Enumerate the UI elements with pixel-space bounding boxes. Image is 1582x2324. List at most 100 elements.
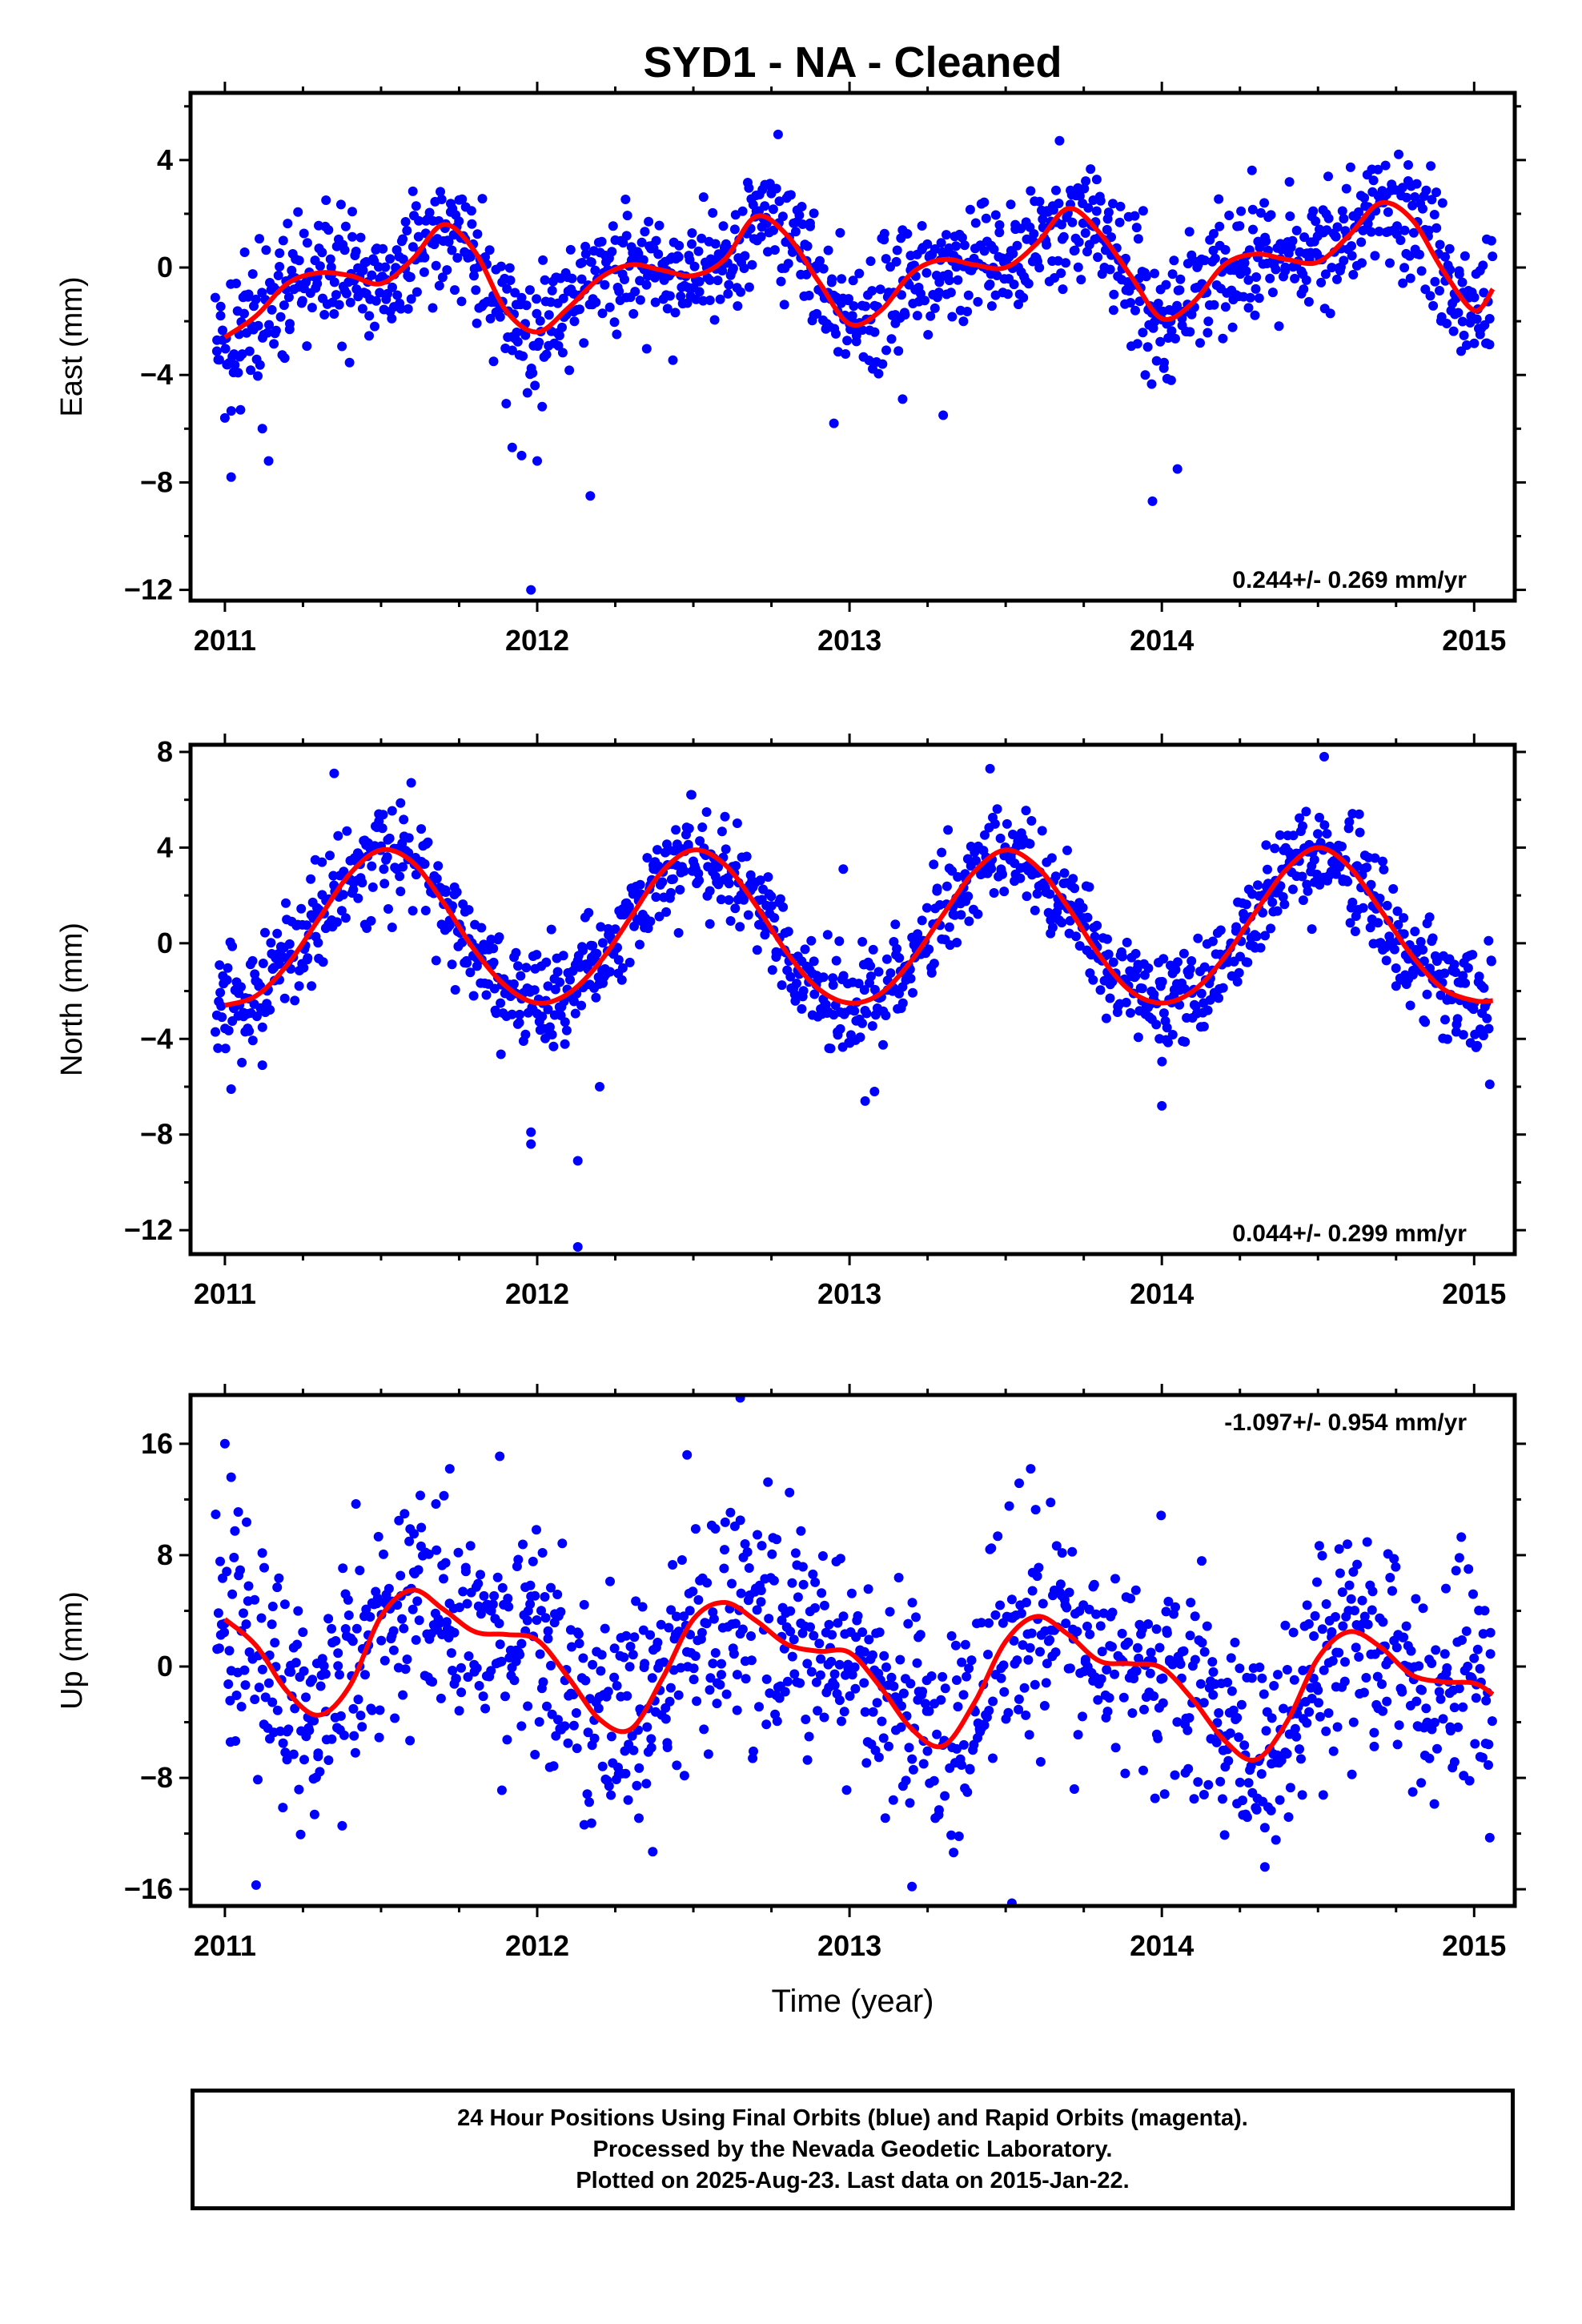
data-point xyxy=(1170,964,1181,975)
data-point xyxy=(984,1618,994,1628)
y-tick-label: −12 xyxy=(124,573,173,606)
data-point xyxy=(1030,1505,1041,1515)
data-point xyxy=(488,1599,498,1610)
data-point xyxy=(569,316,580,327)
data-point xyxy=(1084,1604,1094,1614)
data-point xyxy=(1437,198,1447,208)
data-point xyxy=(810,1577,821,1587)
data-point xyxy=(1296,1754,1306,1764)
data-point xyxy=(1086,950,1097,960)
data-point xyxy=(1224,211,1235,220)
data-point xyxy=(661,907,672,917)
data-point xyxy=(656,1619,666,1630)
data-point xyxy=(622,211,632,221)
data-point xyxy=(1122,937,1132,947)
data-point xyxy=(797,202,807,211)
data-point xyxy=(1359,1687,1369,1698)
data-point xyxy=(1399,225,1410,235)
y-tick-label: 4 xyxy=(157,143,173,176)
data-point xyxy=(1182,1725,1193,1735)
data-point xyxy=(538,1677,548,1687)
data-point xyxy=(272,1582,283,1593)
data-point xyxy=(1459,330,1469,340)
data-point xyxy=(736,287,746,297)
data-point xyxy=(579,338,589,348)
data-point xyxy=(423,837,433,847)
data-point xyxy=(1057,1548,1067,1558)
data-point xyxy=(327,1623,337,1634)
data-point xyxy=(990,290,1001,300)
data-point xyxy=(1317,1624,1327,1634)
data-point xyxy=(279,1599,290,1610)
rate-label: -1.097+/- 0.954 mm/yr xyxy=(1224,1409,1467,1436)
data-point xyxy=(1130,305,1140,316)
data-point xyxy=(411,870,421,880)
data-point xyxy=(1102,224,1112,235)
data-point xyxy=(1258,907,1268,918)
data-point xyxy=(1167,269,1178,279)
data-point xyxy=(1302,1600,1312,1610)
data-point xyxy=(703,1749,713,1759)
data-point xyxy=(295,1829,306,1839)
plot-frame xyxy=(188,1393,1517,1908)
data-point xyxy=(863,1584,873,1594)
data-point xyxy=(554,331,564,340)
data-point xyxy=(290,1703,300,1714)
data-point xyxy=(1091,175,1102,185)
data-point xyxy=(267,1619,277,1630)
data-point xyxy=(358,265,368,275)
data-point xyxy=(210,292,220,303)
data-point xyxy=(783,259,793,269)
data-point xyxy=(532,294,542,304)
data-point xyxy=(1091,1609,1102,1619)
data-point xyxy=(769,225,778,235)
data-point xyxy=(567,1642,576,1652)
data-point xyxy=(384,833,395,843)
data-point xyxy=(447,959,457,970)
data-point xyxy=(315,261,325,271)
data-point xyxy=(671,825,681,835)
data-point xyxy=(768,204,778,215)
data-point xyxy=(1415,249,1424,259)
data-point xyxy=(818,972,829,983)
data-point xyxy=(957,1760,966,1770)
data-point xyxy=(558,293,568,304)
data-point xyxy=(1297,871,1307,882)
data-point xyxy=(1378,1706,1388,1716)
data-point xyxy=(973,296,983,307)
data-point xyxy=(434,280,444,291)
data-point xyxy=(402,226,412,235)
data-point xyxy=(1416,1778,1427,1788)
data-point xyxy=(902,229,913,239)
data-point xyxy=(946,287,956,298)
data-point xyxy=(729,224,740,235)
data-point xyxy=(432,1545,442,1555)
data-point xyxy=(705,1685,715,1695)
data-point xyxy=(1444,243,1455,254)
data-point xyxy=(1095,985,1106,995)
data-point xyxy=(1438,1714,1448,1724)
data-point xyxy=(1186,1598,1196,1608)
data-point xyxy=(1463,963,1473,973)
data-point xyxy=(560,1039,570,1049)
data-point xyxy=(647,1673,657,1683)
data-point xyxy=(865,256,876,267)
data-point xyxy=(867,1021,877,1031)
data-point xyxy=(741,1674,751,1684)
data-point xyxy=(323,225,334,235)
data-point xyxy=(516,971,526,981)
data-point xyxy=(378,810,388,820)
outlier-point xyxy=(682,1449,693,1460)
data-point xyxy=(1203,1005,1213,1015)
data-point xyxy=(622,1691,632,1701)
data-point xyxy=(673,1690,684,1700)
data-point xyxy=(1260,931,1271,941)
data-point xyxy=(795,1678,805,1688)
data-point xyxy=(219,1627,230,1638)
data-point xyxy=(814,1638,825,1649)
data-point xyxy=(1309,1631,1319,1641)
data-point xyxy=(338,1563,348,1574)
data-point xyxy=(357,1722,367,1732)
data-point xyxy=(761,1674,772,1684)
